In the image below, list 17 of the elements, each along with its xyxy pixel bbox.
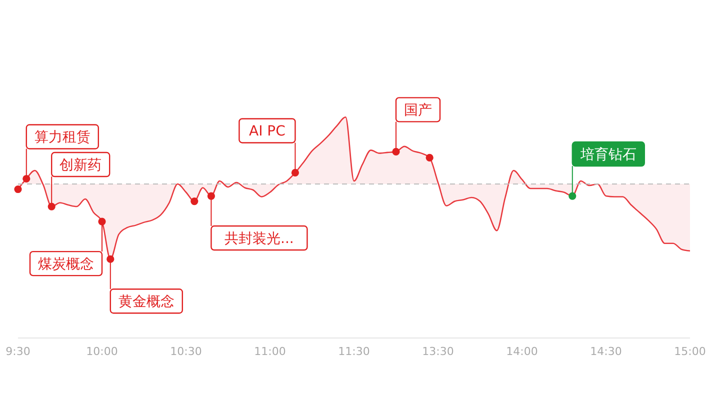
annotation: 培育钻石 <box>579 146 636 164</box>
x-tick-label: 15:00 <box>674 345 706 358</box>
annotation: AI PC <box>249 124 286 140</box>
annotation: 算力租赁 <box>34 130 90 146</box>
x-tick-label: 11:00 <box>254 345 286 358</box>
annotation: 创新药 <box>60 158 102 174</box>
x-tick-label: 9:30 <box>6 345 30 358</box>
x-tick-label: 14:00 <box>506 345 538 358</box>
annotation: 国产 <box>404 102 432 119</box>
x-tick-label: 13:30 <box>422 345 454 358</box>
x-tick-label: 14:30 <box>590 345 622 358</box>
annotation: 共封装光... <box>224 231 294 248</box>
x-tick-label: 10:00 <box>86 345 118 358</box>
text: 黄金概念 <box>118 294 174 310</box>
x-tick-label: 11:30 <box>338 345 370 358</box>
x-tick-label: 10:30 <box>170 345 202 358</box>
annotation: 煤炭概念 <box>38 256 94 273</box>
